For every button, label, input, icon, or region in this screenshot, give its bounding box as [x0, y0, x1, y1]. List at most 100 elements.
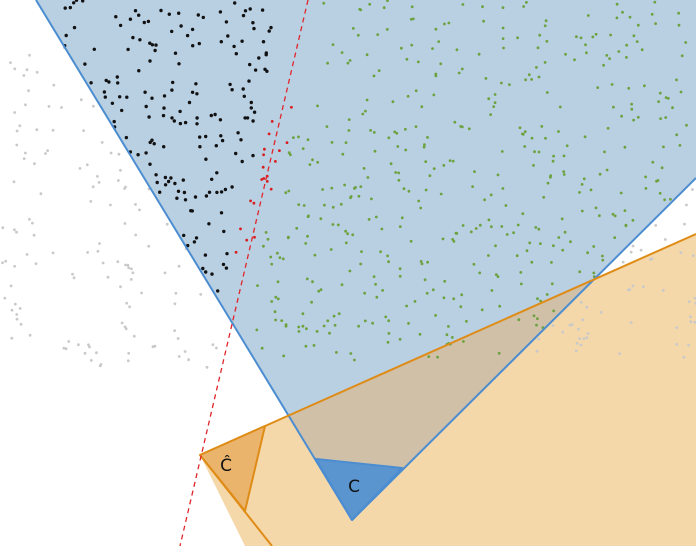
grey-point	[215, 346, 218, 350]
green-point	[439, 192, 443, 196]
green-point	[329, 248, 333, 251]
black-point	[201, 266, 205, 271]
green-point	[434, 72, 438, 76]
black-point	[118, 95, 122, 99]
black-point	[241, 13, 246, 18]
green-point	[521, 132, 525, 136]
black-point	[221, 262, 226, 267]
green-point	[518, 126, 522, 130]
green-point	[322, 1, 326, 5]
black-point	[189, 209, 193, 213]
green-point	[414, 125, 418, 128]
black-point	[102, 90, 107, 94]
grey-point	[579, 343, 583, 347]
grey-point	[693, 296, 696, 300]
green-point	[346, 61, 350, 65]
grey-point	[131, 271, 135, 275]
green-point	[361, 112, 365, 116]
green-point	[460, 293, 464, 297]
green-point	[353, 187, 356, 190]
green-point	[315, 330, 319, 333]
grey-point	[82, 129, 85, 133]
green-point	[326, 61, 329, 65]
blue-cone-left-edge	[35, 0, 353, 521]
green-point	[608, 57, 611, 60]
green-point	[582, 177, 586, 181]
green-point	[615, 16, 619, 20]
grey-point	[72, 276, 76, 280]
grey-point	[78, 167, 82, 170]
green-point	[636, 115, 640, 119]
grey-point	[64, 347, 68, 351]
grey-point	[163, 271, 167, 275]
green-point	[375, 295, 379, 299]
green-point	[589, 188, 593, 192]
green-point	[276, 297, 280, 301]
green-point	[535, 323, 538, 327]
green-point	[400, 46, 403, 50]
green-point	[632, 118, 635, 122]
green-point	[404, 148, 408, 152]
green-point	[675, 78, 678, 82]
green-point	[651, 160, 655, 164]
red-point	[263, 147, 266, 151]
grey-point	[97, 181, 101, 184]
grey-point	[52, 83, 56, 87]
green-point	[586, 251, 589, 255]
green-point	[431, 288, 435, 292]
grey-point	[13, 111, 17, 114]
black-point	[162, 106, 166, 110]
green-point	[387, 332, 391, 335]
green-point	[450, 336, 454, 339]
green-point	[603, 150, 606, 154]
black-point	[191, 44, 195, 48]
green-point	[585, 51, 588, 55]
green-point	[373, 149, 377, 153]
green-point	[441, 237, 445, 241]
green-point	[370, 197, 373, 201]
green-point	[424, 188, 428, 192]
black-point	[209, 113, 213, 118]
green-point	[543, 24, 547, 28]
black-point	[170, 29, 174, 34]
green-point	[534, 226, 538, 229]
green-point	[497, 351, 501, 355]
green-point	[280, 319, 284, 322]
black-point	[252, 26, 256, 31]
green-point	[411, 17, 415, 21]
green-point	[478, 223, 482, 227]
green-point	[376, 33, 380, 36]
green-point	[356, 33, 360, 37]
grey-point	[585, 336, 589, 340]
black-point	[195, 122, 199, 126]
green-point	[500, 81, 503, 85]
green-point	[397, 178, 401, 182]
green-point	[498, 304, 502, 308]
green-point	[562, 154, 566, 158]
black-point	[89, 81, 93, 85]
green-point	[461, 224, 465, 227]
green-point	[371, 321, 374, 325]
green-point	[386, 0, 389, 2]
black-point	[173, 181, 177, 186]
black-point	[264, 53, 268, 57]
green-point	[493, 93, 497, 96]
grey-point	[140, 291, 144, 295]
green-point	[530, 78, 533, 81]
grey-point	[117, 152, 121, 156]
green-point	[333, 323, 337, 327]
grey-point	[679, 251, 683, 255]
green-point	[384, 315, 388, 319]
black-point	[154, 173, 158, 177]
grey-point	[1, 261, 4, 265]
grey-point	[689, 315, 692, 319]
grey-point	[79, 98, 83, 102]
green-point	[359, 262, 362, 266]
grey-point	[132, 334, 136, 338]
green-point	[344, 229, 347, 233]
green-point	[274, 318, 277, 322]
grey-point	[85, 163, 89, 167]
grey-point	[535, 349, 539, 353]
green-point	[522, 5, 525, 8]
grey-point	[86, 251, 89, 254]
